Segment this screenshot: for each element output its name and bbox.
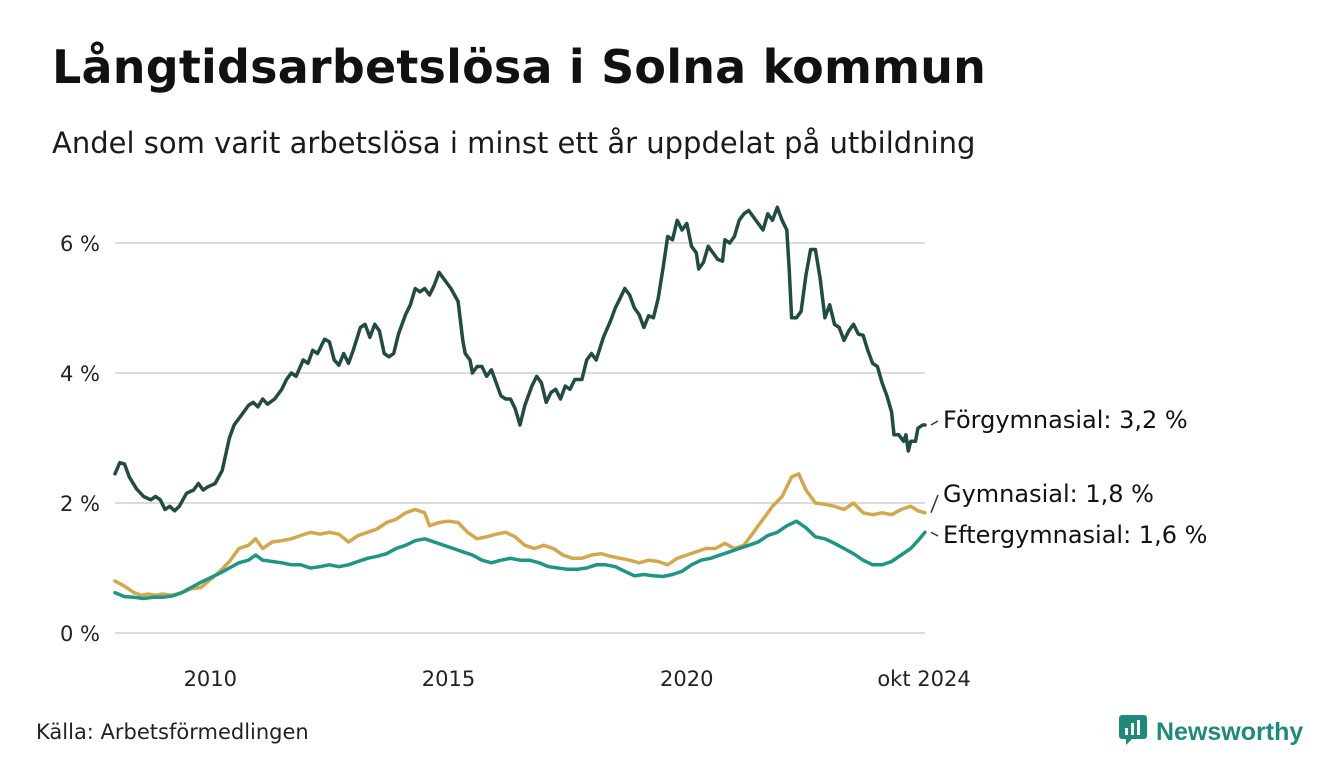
y-tick-label: 4 % xyxy=(60,362,100,386)
series-line-eftergymnasial xyxy=(113,519,927,601)
series-label-förgymnasial: Förgymnasial: 3,2 % xyxy=(943,406,1188,434)
y-tick-label: 0 % xyxy=(60,622,100,646)
series-lines xyxy=(113,205,927,601)
x-tick-label: okt 2024 xyxy=(877,667,970,691)
gridlines xyxy=(115,242,925,634)
x-axis-ticks: 2010 2015 2020 okt 2024 xyxy=(184,667,971,691)
chart-title: Långtidsarbetslösa i Solna kommun xyxy=(52,40,987,94)
label-connector xyxy=(930,494,939,514)
series-line-förgymnasial xyxy=(113,205,927,513)
source-note: Källa: Arbetsförmedlingen xyxy=(36,720,309,744)
x-tick-label: 2020 xyxy=(660,667,713,691)
label-connector xyxy=(930,420,939,426)
x-tick-label: 2015 xyxy=(422,667,475,691)
brand-logo[interactable]: Newsworthy xyxy=(1118,714,1303,750)
series-label-eftergymnasial: Eftergymnasial: 1,6 % xyxy=(943,521,1207,549)
line-chart: 0 % 2 % 4 % 6 % 2010 2015 2020 okt 2024 Förgym… xyxy=(60,205,1207,691)
x-tick-label: 2010 xyxy=(184,667,237,691)
y-tick-label: 2 % xyxy=(60,492,100,516)
series-labels: Förgymnasial: 3,2 % Gymnasial: 1,8 % Efter… xyxy=(930,406,1207,549)
label-connector xyxy=(930,531,939,537)
y-axis-ticks: 0 % 2 % 4 % 6 % xyxy=(60,232,100,646)
series-line-gymnasial xyxy=(113,472,927,598)
y-tick-label: 6 % xyxy=(60,232,100,256)
newsworthy-logo-icon xyxy=(1118,714,1148,750)
series-label-gymnasial: Gymnasial: 1,8 % xyxy=(943,480,1154,508)
brand-name: Newsworthy xyxy=(1156,717,1304,746)
chart-subtitle: Andel som varit arbetslösa i minst ett å… xyxy=(52,126,976,160)
